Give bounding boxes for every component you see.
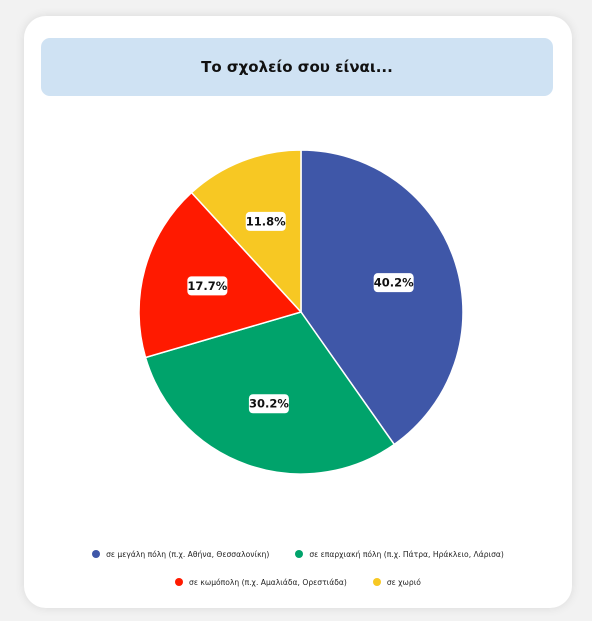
pie-slice-town[interactable] (138, 191, 303, 359)
svg-text:17.7%: 17.7% (187, 279, 227, 293)
slice-value-label-town: 17.7% (187, 276, 228, 296)
legend-row-1: σε μεγάλη πόλη (π.χ. Αθήνα, Θεσσαλονίκη)… (24, 540, 572, 568)
slice-value-label-provincial-city: 30.2% (248, 394, 289, 414)
pie-slice-provincial-city[interactable] (144, 311, 396, 475)
legend-dot-icon (295, 550, 304, 558)
legend-item-village[interactable]: σε χωριό (372, 577, 421, 587)
legend-label: σε επαρχιακή πόλη (π.χ. Πάτρα, Ηράκλειο,… (309, 549, 504, 559)
chart-card: Το σχολείο σου είναι... 40.2% 30.2% 17.7% 1… (24, 16, 572, 608)
legend-dot-icon (175, 578, 184, 586)
svg-text:11.8%: 11.8% (246, 214, 286, 228)
legend-dot-icon (372, 578, 381, 586)
legend-label: σε χωριό (386, 577, 421, 587)
legend-label: σε μεγάλη πόλη (π.χ. Αθήνα, Θεσσαλονίκη) (106, 549, 270, 559)
legend-dot-icon (92, 550, 101, 558)
slice-value-label-large-city: 40.2% (373, 273, 414, 293)
svg-text:30.2%: 30.2% (249, 397, 289, 411)
legend-item-town[interactable]: σε κωμόπολη (π.χ. Αμαλιάδα, Ορεστιάδα) (175, 578, 347, 587)
chart-title: Το σχολείο σου είναι... (201, 58, 393, 76)
legend: σε μεγάλη πόλη (π.χ. Αθήνα, Θεσσαλονίκη)… (24, 540, 572, 596)
slice-value-label-village: 11.8% (245, 211, 286, 231)
svg-text:40.2%: 40.2% (374, 276, 414, 290)
legend-item-provincial-city[interactable]: σε επαρχιακή πόλη (π.χ. Πάτρα, Ηράκλειο,… (295, 550, 504, 559)
legend-row-2: σε κωμόπολη (π.χ. Αμαλιάδα, Ορεστιάδα) σ… (24, 568, 572, 596)
pie-slice-village[interactable] (190, 149, 302, 314)
legend-item-large-city[interactable]: σε μεγάλη πόλη (π.χ. Αθήνα, Θεσσαλονίκη) (92, 550, 269, 559)
pie-slice-large-city[interactable] (300, 149, 464, 446)
pie-chart: 40.2% 30.2% 17.7% 11.8% (138, 149, 464, 475)
legend-label: σε κωμόπολη (π.χ. Αμαλιάδα, Ορεστιάδα) (189, 577, 347, 587)
title-bar: Το σχολείο σου είναι... (41, 38, 553, 96)
